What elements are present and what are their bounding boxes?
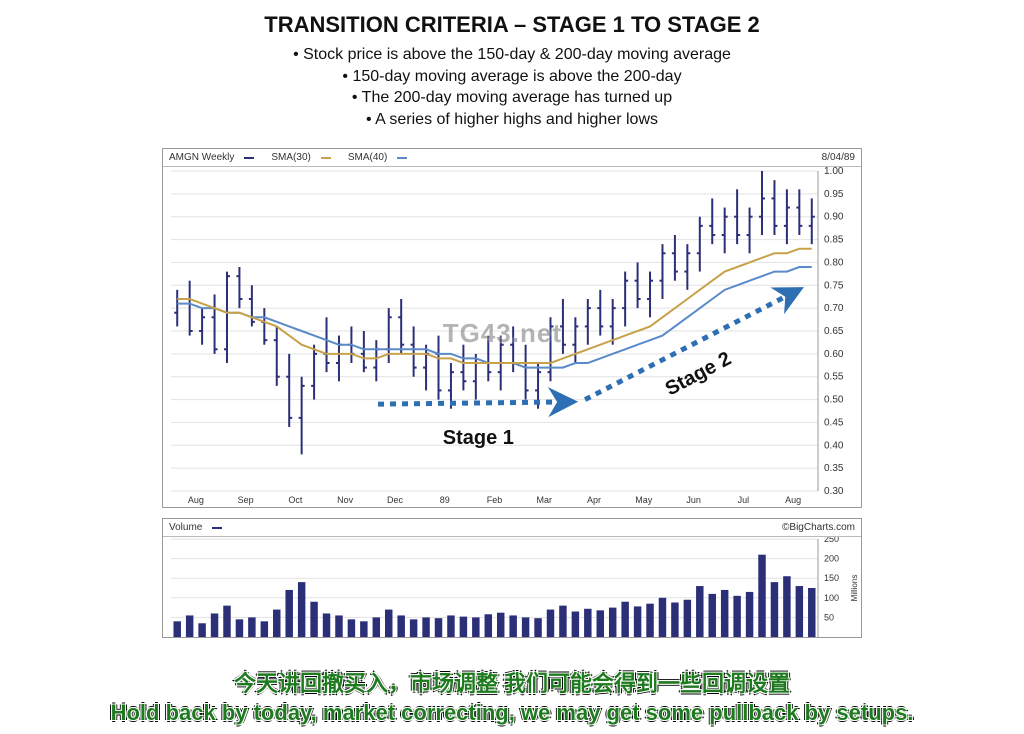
- svg-text:0.90: 0.90: [824, 212, 844, 223]
- subtitle-cn-text: 今天讲回撤买入，市场调整 我们可能会得到一些回调设置: [230, 666, 794, 698]
- bullet-item: Stock price is above the 150-day & 200-d…: [0, 44, 1024, 66]
- svg-text:0.30: 0.30: [824, 486, 844, 497]
- svg-text:0.80: 0.80: [824, 258, 844, 269]
- svg-text:0.55: 0.55: [824, 372, 844, 383]
- bullet-item: 150-day moving average is above the 200-…: [0, 66, 1024, 88]
- svg-text:100: 100: [824, 593, 839, 603]
- chart-credit: ©BigCharts.com: [782, 522, 855, 533]
- subtitle-en: Hold back by today, market correcting, w…: [0, 700, 1024, 726]
- chart-area: AMGN Weekly SMA(30) SMA(40) 8/04/89 0.30…: [162, 148, 862, 638]
- bullet-item: A series of higher highs and higher lows: [0, 109, 1024, 131]
- legend-ticker: AMGN Weekly: [169, 152, 234, 163]
- svg-text:Apr: Apr: [587, 495, 601, 505]
- svg-text:Millions: Millions: [850, 575, 859, 602]
- slide-title: TRANSITION CRITERIA – STAGE 1 TO STAGE 2: [0, 12, 1024, 38]
- legend-swatch-icon: [397, 157, 407, 159]
- svg-text:0.40: 0.40: [824, 441, 844, 452]
- stage1-label: Stage 1: [443, 427, 514, 450]
- svg-text:150: 150: [824, 574, 839, 584]
- svg-text:Aug: Aug: [188, 495, 204, 505]
- svg-text:Aug: Aug: [785, 495, 801, 505]
- svg-text:0.35: 0.35: [824, 464, 844, 475]
- svg-text:0.85: 0.85: [824, 235, 844, 246]
- svg-text:0.75: 0.75: [824, 281, 844, 292]
- price-legend: AMGN Weekly SMA(30) SMA(40) 8/04/89: [163, 149, 861, 167]
- legend-swatch-icon: [244, 157, 254, 159]
- volume-chart-box: Volume ©BigCharts.com 50 100 150 200 250 Mill…: [162, 518, 862, 638]
- svg-text:Oct: Oct: [288, 495, 303, 505]
- svg-text:0.50: 0.50: [824, 395, 844, 406]
- volume-chart-svg: 50 100 150 200 250 Millions: [163, 537, 863, 639]
- subtitle-cn: 今天讲回撤买入，市场调整 我们可能会得到一些回调设置: [0, 666, 1024, 698]
- svg-text:0.45: 0.45: [824, 418, 844, 429]
- svg-text:1.00: 1.00: [824, 167, 844, 177]
- svg-text:Mar: Mar: [537, 495, 553, 505]
- price-chart-box: AMGN Weekly SMA(30) SMA(40) 8/04/89 0.30…: [162, 148, 862, 508]
- subtitle-en-text: Hold back by today, market correcting, w…: [107, 700, 918, 726]
- legend-swatch-icon: [212, 527, 222, 529]
- svg-text:0.70: 0.70: [824, 304, 844, 315]
- svg-text:May: May: [635, 495, 653, 505]
- svg-text:0.95: 0.95: [824, 189, 844, 200]
- watermark: TG43.net: [443, 318, 562, 349]
- svg-text:Dec: Dec: [387, 495, 404, 505]
- svg-text:Nov: Nov: [337, 495, 354, 505]
- legend-swatch-icon: [321, 157, 331, 159]
- legend-sma40: SMA(40): [348, 152, 387, 163]
- svg-text:Feb: Feb: [487, 495, 503, 505]
- svg-text:0.65: 0.65: [824, 326, 844, 337]
- svg-text:50: 50: [824, 613, 834, 623]
- svg-text:250: 250: [824, 537, 839, 544]
- bullet-list: Stock price is above the 150-day & 200-d…: [0, 44, 1024, 130]
- svg-text:Jun: Jun: [686, 495, 701, 505]
- legend-date: 8/04/89: [822, 152, 855, 163]
- bullet-item: The 200-day moving average has turned up: [0, 87, 1024, 109]
- svg-text:Sep: Sep: [238, 495, 254, 505]
- svg-text:0.60: 0.60: [824, 349, 844, 360]
- svg-text:Jul: Jul: [738, 495, 750, 505]
- volume-legend: Volume ©BigCharts.com: [163, 519, 861, 537]
- svg-text:89: 89: [440, 495, 450, 505]
- volume-label: Volume: [169, 522, 202, 533]
- svg-text:200: 200: [824, 554, 839, 564]
- legend-sma30: SMA(30): [271, 152, 310, 163]
